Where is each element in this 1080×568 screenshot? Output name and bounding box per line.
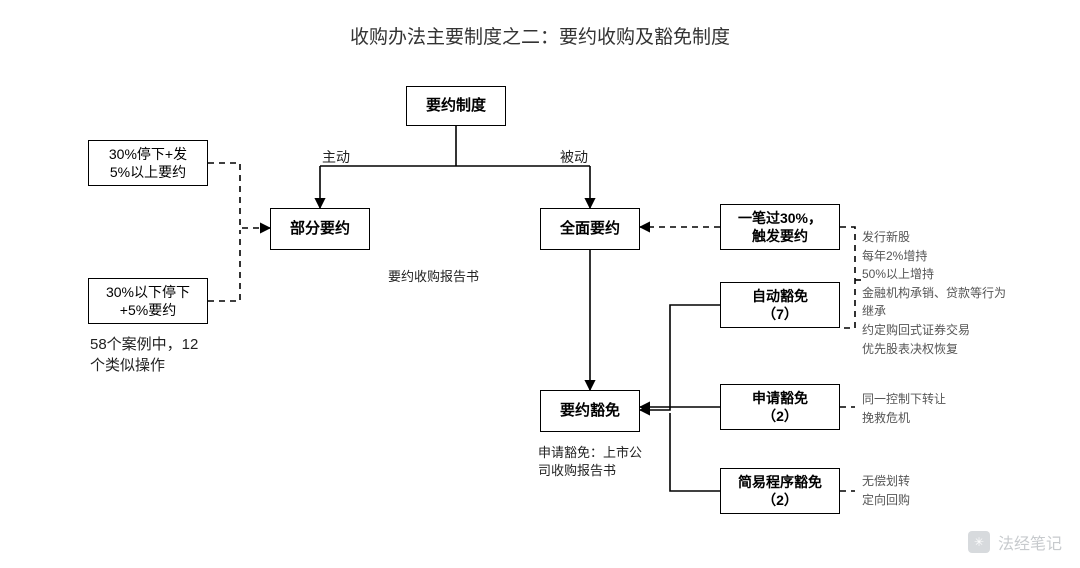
node-auto: 自动豁免（7）: [720, 282, 840, 328]
annotation-right_b: 同一控制下转让挽救危机: [862, 390, 946, 427]
node-full: 全面要约: [540, 208, 640, 250]
node-trigger: 一笔过30%，触发要约: [720, 204, 840, 250]
node-apply: 申请豁免（2）: [720, 384, 840, 430]
node-partial: 部分要约: [270, 208, 370, 250]
label-apply_note: 申请豁免：上市公司收购报告书: [538, 444, 642, 480]
node-exempt: 要约豁免: [540, 390, 640, 432]
node-root: 要约制度: [406, 86, 506, 126]
node-left30b: 30%以下停下+5%要约: [88, 278, 208, 324]
watermark-text: 法经笔记: [998, 530, 1062, 554]
diagram-title: 收购办法主要制度之二：要约收购及豁免制度: [0, 22, 1080, 49]
wechat-icon: ✳: [968, 531, 990, 553]
annotation-right_a: 发行新股每年2%增持50%以上增持金融机构承销、贷款等行为继承约定购回式证券交易…: [862, 228, 1006, 358]
diagram-canvas: 收购办法主要制度之二：要约收购及豁免制度 要约制度 30%停下+发5%以上要约 30…: [0, 0, 1080, 568]
label-beidong: 被动: [560, 148, 588, 168]
label-zhudong: 主动: [322, 148, 350, 168]
node-simple: 简易程序豁免（2）: [720, 468, 840, 514]
annotation-right_c: 无偿划转定向回购: [862, 472, 910, 509]
node-left30a: 30%停下+发5%以上要约: [88, 140, 208, 186]
watermark: ✳ 法经笔记: [968, 530, 1062, 554]
label-report: 要约收购报告书: [388, 268, 479, 286]
label-cases: 58个案例中，12个类似操作: [90, 334, 198, 376]
